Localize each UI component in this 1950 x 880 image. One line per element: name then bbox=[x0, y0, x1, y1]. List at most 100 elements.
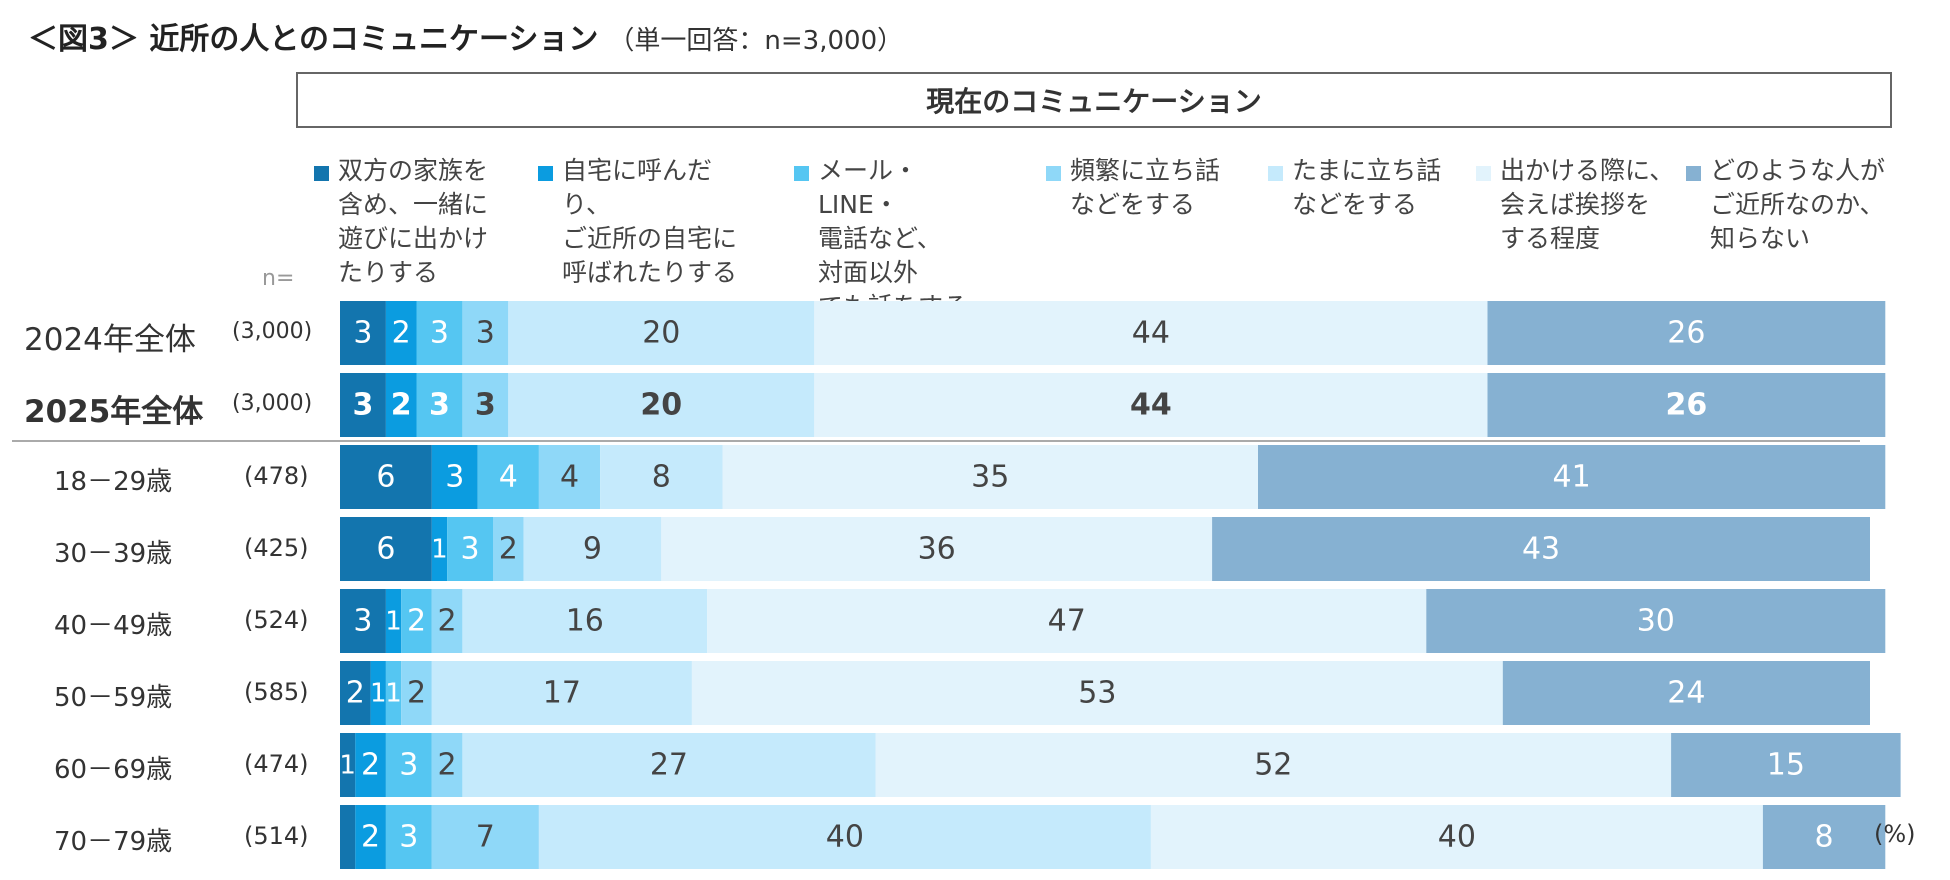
bar-segment bbox=[401, 589, 432, 653]
bar-segment bbox=[462, 589, 708, 653]
legend-swatch bbox=[538, 166, 553, 181]
bar-segment bbox=[814, 301, 1488, 365]
row-label: 40－49歳 bbox=[54, 611, 173, 641]
bar-value-label: 24 bbox=[1667, 676, 1705, 711]
bar-segment bbox=[385, 661, 402, 725]
bar-segment bbox=[370, 661, 386, 725]
bar-segment bbox=[493, 517, 524, 581]
bar-value-label: 3 bbox=[445, 460, 464, 495]
section-title-box: 現在のコミュニケーション bbox=[296, 72, 1892, 128]
bar-value-label: 3 bbox=[353, 604, 372, 639]
bar-value-label: 3 bbox=[353, 388, 374, 423]
bar-value-label: 8 bbox=[652, 460, 671, 495]
title-row: ＜図3＞ 近所の人とのコミュニケーション （単一回答：n=3,000） bbox=[28, 14, 903, 58]
bar-segment bbox=[814, 373, 1488, 437]
bar-segment bbox=[385, 301, 417, 365]
bar-segment bbox=[707, 589, 1427, 653]
bar-value-label: 2 bbox=[392, 316, 411, 351]
bar-value-label: 20 bbox=[642, 316, 680, 351]
row-n: (3,000) bbox=[232, 391, 313, 416]
row-label: 18－29歳 bbox=[54, 467, 173, 497]
bar-value-label: 2 bbox=[407, 676, 426, 711]
bar-value-label: 1 bbox=[385, 607, 402, 637]
bar-value-label: 16 bbox=[566, 604, 604, 639]
bar-value-label: 1 bbox=[431, 535, 448, 565]
bar-segment bbox=[508, 373, 815, 437]
bar-value-label: 2 bbox=[391, 388, 412, 423]
chart-subtitle: （単一回答：n=3,000） bbox=[608, 26, 904, 56]
bar-segment bbox=[355, 805, 386, 869]
bar-segment bbox=[1150, 805, 1763, 869]
bar-segment bbox=[1426, 589, 1886, 653]
row-n: (514) bbox=[244, 822, 309, 850]
bar-value-label: 26 bbox=[1666, 388, 1708, 423]
bar-value-label: 27 bbox=[650, 748, 688, 783]
bar-value-label: 40 bbox=[826, 820, 864, 855]
bar-value-label: 3 bbox=[430, 316, 449, 351]
bar-segment bbox=[340, 373, 386, 437]
row-n: (425) bbox=[244, 534, 309, 562]
bar-segment bbox=[401, 661, 432, 725]
bar-value-label: 52 bbox=[1254, 748, 1292, 783]
chart-title: ＜図3＞ 近所の人とのコミュニケーション bbox=[28, 22, 599, 57]
bar-segment bbox=[340, 805, 356, 869]
legend-label: 出かける際に、 会えば挨拶を する程度 bbox=[1500, 156, 1675, 253]
bar-value-label: 8 bbox=[1815, 820, 1834, 855]
legend-label: 頻繁に立ち話 などをする bbox=[1070, 156, 1221, 219]
bar-segment bbox=[431, 805, 539, 869]
unit-label: (%) bbox=[1874, 820, 1916, 848]
bar-segment bbox=[431, 445, 478, 509]
legend-swatch bbox=[1686, 166, 1701, 181]
legend-swatch bbox=[1476, 166, 1491, 181]
bar-value-label: 43 bbox=[1522, 532, 1560, 567]
bar-value-label: 3 bbox=[475, 388, 496, 423]
bar-value-label: 7 bbox=[476, 820, 495, 855]
legend-swatch bbox=[1046, 166, 1061, 181]
bar-segment bbox=[340, 733, 356, 797]
bar-segment bbox=[1502, 661, 1870, 725]
bar-value-label: 6 bbox=[376, 532, 395, 567]
legend-swatch bbox=[314, 166, 329, 181]
bar-value-label: 35 bbox=[971, 460, 1009, 495]
bar-segment bbox=[1762, 805, 1886, 869]
bar-value-label: 4 bbox=[499, 460, 518, 495]
n-prefix-label: n= bbox=[262, 266, 295, 291]
bar-segment bbox=[477, 445, 539, 509]
bar-segment bbox=[340, 301, 386, 365]
legend-swatch bbox=[794, 166, 809, 181]
bar-segment bbox=[661, 517, 1213, 581]
bar-segment bbox=[340, 661, 371, 725]
bar-value-label: 44 bbox=[1132, 316, 1170, 351]
bar-value-label: 15 bbox=[1767, 748, 1805, 783]
bar-segment bbox=[1671, 733, 1901, 797]
bar-segment bbox=[431, 589, 463, 653]
bar-segment bbox=[416, 301, 463, 365]
row-label: 50－59歳 bbox=[54, 683, 173, 713]
bar-segment bbox=[385, 373, 417, 437]
row-label: 60－69歳 bbox=[54, 755, 173, 785]
bar-segment bbox=[385, 589, 402, 653]
row-label: 2024年全体 bbox=[24, 322, 196, 358]
bar-value-label: 26 bbox=[1667, 316, 1705, 351]
bar-value-label: 36 bbox=[918, 532, 956, 567]
bar-value-label: 2 bbox=[361, 820, 380, 855]
bar-segment bbox=[416, 373, 463, 437]
bar-value-label: 1 bbox=[370, 679, 387, 709]
bar-segment bbox=[355, 733, 386, 797]
row-n: (585) bbox=[244, 678, 309, 706]
bar-segment bbox=[462, 301, 509, 365]
bar-value-label: 30 bbox=[1637, 604, 1675, 639]
bar-segment bbox=[523, 517, 662, 581]
bar-segment bbox=[1258, 445, 1886, 509]
bar-value-label: 6 bbox=[376, 460, 395, 495]
row-label: 2025年全体 bbox=[24, 394, 204, 430]
bar-segment bbox=[462, 373, 509, 437]
bar-value-label: 1 bbox=[385, 679, 402, 709]
bar-value-label: 1 bbox=[339, 751, 356, 781]
bar-value-label: 2 bbox=[361, 748, 380, 783]
bar-segment bbox=[340, 589, 386, 653]
bar-value-label: 3 bbox=[461, 532, 480, 567]
bar-segment bbox=[385, 805, 432, 869]
bar-segment bbox=[1487, 301, 1886, 365]
